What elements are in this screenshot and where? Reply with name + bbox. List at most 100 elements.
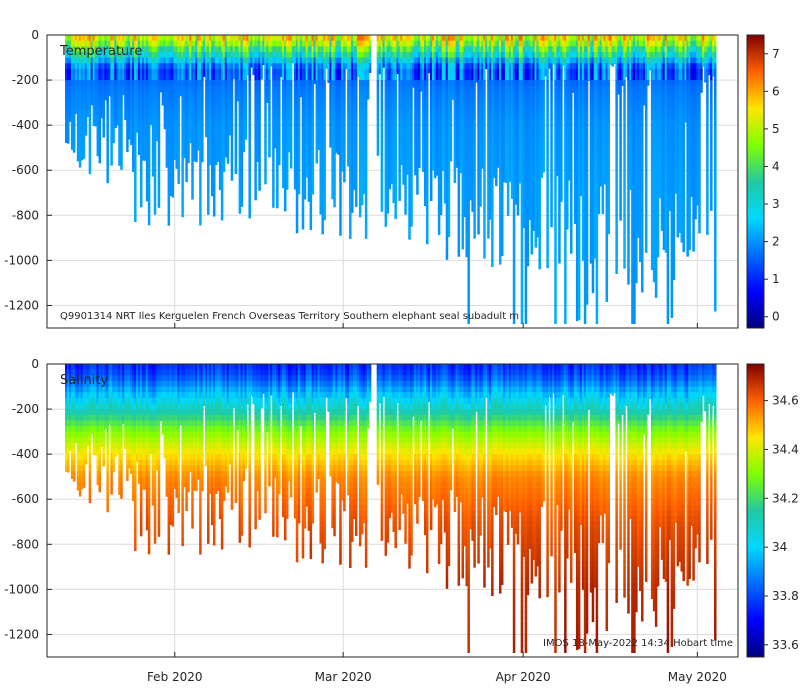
profile-cell — [447, 46, 451, 53]
profile-cell — [179, 91, 182, 97]
profile-cell — [145, 40, 149, 47]
profile-cell — [264, 164, 267, 171]
profile-cell — [270, 35, 273, 42]
profile-cell — [246, 40, 249, 47]
profile-cell — [116, 51, 119, 59]
profile-cell — [199, 35, 202, 42]
profile-cell — [199, 181, 202, 188]
profile-cell — [280, 40, 283, 47]
profile-cell — [467, 175, 470, 182]
profile-cell — [400, 85, 403, 92]
profile-cell — [390, 147, 393, 154]
profile-cell — [110, 125, 113, 132]
profile-cell — [226, 85, 230, 92]
profile-cell — [341, 80, 344, 87]
profile-cell — [362, 35, 366, 42]
profile-cell — [86, 96, 90, 104]
profile-column — [396, 35, 399, 75]
profile-cell — [224, 80, 228, 87]
profile-cell — [343, 85, 346, 92]
profile-column — [424, 35, 427, 207]
profile-cell — [323, 175, 326, 182]
profile-cell — [408, 237, 411, 240]
profile-cell — [96, 35, 100, 42]
profile-cell — [201, 46, 204, 53]
profile-cell — [274, 91, 277, 98]
profile-column — [185, 35, 188, 183]
profile-cell — [139, 142, 143, 149]
profile-cell — [177, 181, 180, 185]
profile-cell — [394, 125, 397, 132]
profile-cell — [270, 40, 273, 47]
profile-cell — [278, 113, 281, 121]
profile-cell — [349, 215, 352, 222]
profile-cell — [276, 187, 279, 194]
profile-cell — [134, 142, 137, 149]
profile-cell — [360, 85, 364, 92]
profile-cell — [199, 102, 202, 109]
profile-cell — [147, 80, 151, 87]
profile-cell — [65, 119, 68, 126]
profile-cell — [429, 158, 433, 166]
profile-column — [272, 35, 275, 208]
profile-cell — [274, 136, 277, 143]
profile-cell — [276, 35, 279, 42]
profile-cell — [181, 136, 184, 143]
profile-cell — [362, 175, 366, 182]
profile-cell — [382, 40, 386, 47]
profile-cell — [461, 204, 465, 211]
profile-cell — [181, 113, 184, 121]
profile-cell — [106, 102, 109, 109]
profile-cell — [282, 35, 285, 42]
profile-cell — [347, 153, 350, 160]
profile-cell — [406, 153, 409, 160]
profile-cell — [459, 153, 463, 160]
profile-cell — [301, 102, 305, 109]
profile-cell — [191, 74, 194, 81]
profile-cell — [274, 113, 277, 121]
profile-cell — [445, 158, 449, 166]
profile-cell — [287, 108, 291, 115]
profile-cell — [449, 142, 453, 149]
profile-cell — [128, 46, 131, 53]
profile-cell — [406, 85, 409, 92]
profile-cell — [366, 35, 370, 42]
profile-cell — [447, 119, 451, 126]
profile-cell — [422, 74, 425, 81]
profile-cell — [467, 147, 470, 154]
profile-cell — [303, 40, 307, 47]
profile-cell — [228, 57, 232, 64]
profile-cell — [136, 130, 139, 133]
profile-cell — [94, 80, 98, 87]
profile-cell — [429, 108, 433, 115]
profile-cell — [437, 74, 441, 81]
profile-cell — [319, 35, 322, 42]
profile-cell — [84, 96, 88, 104]
profile-cell — [459, 158, 463, 166]
profile-cell — [106, 181, 109, 184]
profile-cell — [167, 35, 171, 42]
profile-cell — [193, 153, 196, 160]
profile-cell — [177, 108, 180, 115]
profile-cell — [282, 187, 285, 189]
profile-cell — [315, 147, 319, 154]
profile-cell — [201, 125, 204, 132]
profile-cell — [242, 142, 246, 149]
profile-cell — [157, 192, 161, 199]
profile-cell — [230, 142, 234, 149]
profile-cell — [171, 147, 175, 154]
profile-cell — [258, 136, 261, 143]
profile-cell — [283, 74, 287, 81]
profile-cell — [222, 119, 226, 126]
profile-cell — [147, 119, 151, 126]
profile-cell — [295, 181, 299, 188]
profile-cell — [400, 102, 403, 109]
profile-cell — [325, 57, 328, 64]
profile-cell — [205, 57, 208, 64]
profile-cell — [124, 57, 127, 64]
profile-cell — [303, 192, 307, 199]
profile-cell — [408, 74, 411, 81]
profile-cell — [400, 46, 403, 53]
profile-cell — [358, 158, 362, 166]
profile-cell — [453, 35, 457, 42]
